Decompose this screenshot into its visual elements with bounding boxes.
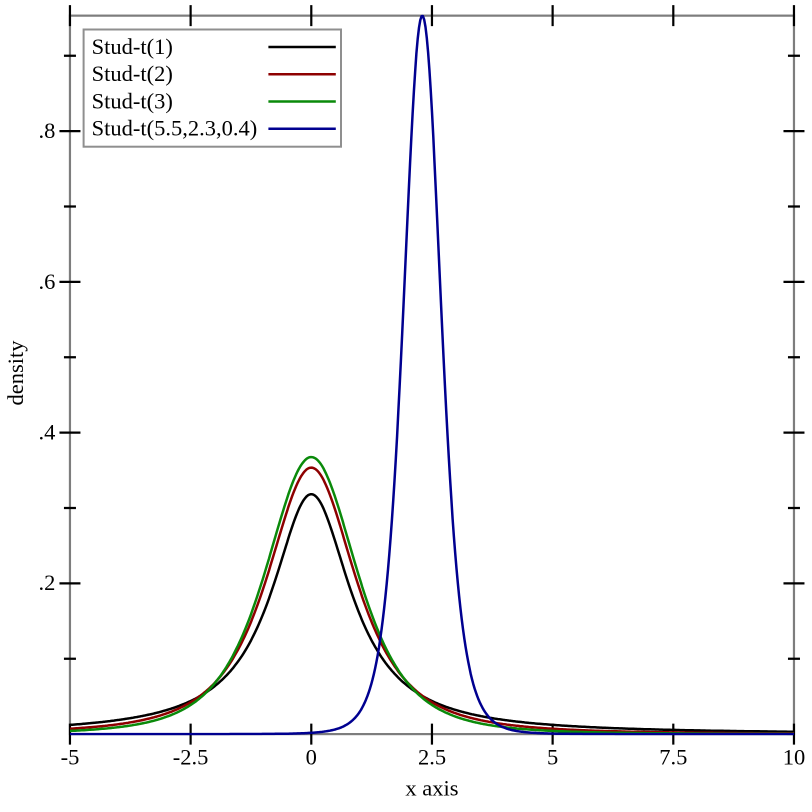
svg-text:Stud-t(1): Stud-t(1) [92, 34, 173, 59]
svg-text:.8: .8 [39, 118, 56, 143]
svg-text:10: 10 [783, 745, 806, 770]
svg-text:x axis: x axis [405, 776, 458, 801]
svg-text:5: 5 [547, 745, 558, 770]
svg-text:2.5: 2.5 [418, 745, 446, 770]
svg-text:-2.5: -2.5 [173, 745, 209, 770]
svg-text:Stud-t(3): Stud-t(3) [92, 89, 173, 114]
svg-text:density: density [3, 340, 28, 406]
svg-text:7.5: 7.5 [659, 745, 687, 770]
svg-text:.2: .2 [39, 570, 56, 595]
svg-text:0: 0 [306, 745, 317, 770]
svg-text:-5: -5 [61, 745, 80, 770]
svg-text:.4: .4 [39, 420, 56, 445]
svg-text:Stud-t(5.5,2.3,0.4): Stud-t(5.5,2.3,0.4) [92, 116, 258, 141]
svg-text:.6: .6 [39, 269, 56, 294]
svg-text:Stud-t(2): Stud-t(2) [92, 61, 173, 86]
